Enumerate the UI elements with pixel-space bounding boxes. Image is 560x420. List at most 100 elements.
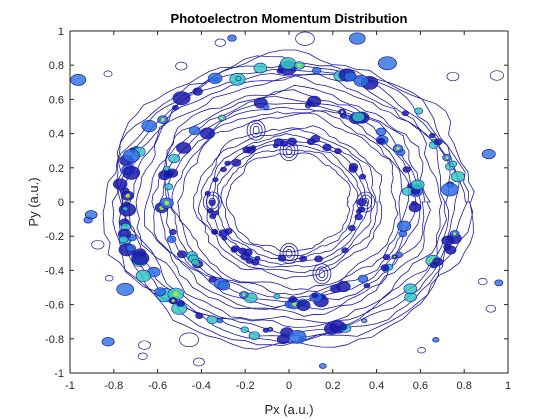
outer-contour: [103, 70, 113, 78]
outer-contour: [70, 74, 87, 86]
y-tick-label: 0: [58, 197, 64, 209]
x-tick-label: 0.6: [413, 380, 428, 392]
contour-line: [177, 112, 399, 291]
contour-blob: [397, 220, 412, 232]
y-tick-label: -1: [54, 368, 64, 380]
outer-contour: [295, 31, 315, 46]
contour-blob: [414, 107, 424, 115]
contour-blob: [195, 312, 204, 319]
outer-contour: [349, 32, 366, 45]
contour-blob: [206, 315, 218, 325]
contour-blob: [356, 198, 367, 206]
contour-blob: [311, 293, 319, 299]
contour-layer: [70, 31, 504, 369]
contour-blob: [347, 225, 356, 232]
contour-blob: [176, 250, 187, 259]
contour-blob: [314, 255, 323, 263]
contour-peak: [164, 200, 169, 206]
x-tick-label: 0.4: [369, 380, 384, 392]
contour-blob: [217, 280, 231, 291]
outer-contour: [417, 347, 426, 354]
contour-blob: [354, 213, 363, 221]
contour-blob: [411, 179, 425, 191]
contour-line: [102, 49, 475, 350]
outer-contour: [318, 363, 327, 369]
contour-blob: [279, 57, 296, 70]
contour-blob: [450, 171, 465, 183]
contour-line: [192, 125, 383, 280]
outer-contour: [485, 304, 497, 313]
inner-contour: [318, 269, 326, 279]
x-axis-label: Px (a.u.): [264, 402, 313, 417]
x-axis: -1 -0.8 -0.6 -0.4 -0.2 0 0.2 0.4 0.6 0.8 1: [65, 31, 511, 392]
contour-blob: [306, 138, 316, 145]
contour-blob: [336, 280, 351, 292]
x-tick-label: 0.2: [325, 380, 340, 392]
contour-peak: [453, 232, 457, 236]
contour-blob: [276, 68, 284, 74]
contour-blob: [343, 71, 357, 82]
contour-blob: [211, 229, 218, 235]
outer-contour: [101, 337, 115, 347]
contour-peak: [173, 291, 179, 297]
contour-blob: [348, 163, 359, 171]
contour-blob: [135, 269, 152, 282]
contour-blob: [288, 295, 298, 303]
contour-blob: [224, 160, 231, 166]
outer-contour: [193, 357, 205, 367]
contour-line: [220, 148, 359, 257]
outer-contour: [214, 38, 226, 47]
contour-blob: [118, 235, 129, 244]
y-tick-label: -0.4: [45, 265, 64, 277]
contour-blob: [176, 299, 186, 307]
contour-blob: [251, 258, 260, 266]
contour-blob: [363, 283, 371, 289]
inner-contour: [285, 248, 293, 258]
contour-blob: [122, 206, 129, 212]
y-tick-label: 0.4: [49, 129, 64, 141]
contour-blob: [428, 133, 436, 139]
contour-blob: [398, 230, 408, 238]
contour-blob: [253, 62, 268, 74]
contour-blob: [445, 245, 457, 255]
inner-contour: [282, 143, 296, 159]
contour-blob: [299, 255, 307, 262]
inner-contour: [208, 197, 216, 207]
inner-contour: [282, 245, 296, 261]
y-axis-label: Py (a.u.): [26, 177, 41, 226]
contour-blob: [312, 66, 322, 75]
contour-blob: [209, 213, 217, 219]
contour-blob: [123, 201, 130, 207]
contour-blob: [169, 229, 177, 236]
contour-line: [144, 84, 431, 317]
contour-blob: [353, 75, 369, 87]
x-tick-label: 1: [505, 380, 511, 392]
inner-contour: [362, 197, 370, 207]
inner-contour: [249, 122, 263, 138]
outer-contour: [116, 282, 135, 296]
inner-contour: [246, 119, 266, 141]
contour-blob: [242, 146, 252, 154]
inner-contour: [356, 191, 376, 213]
contour-blob: [375, 127, 387, 136]
contour-blob: [380, 264, 390, 272]
contour-blob: [238, 247, 247, 255]
contour-blob: [212, 177, 219, 183]
y-axis: 1 0.8 0.6 0.4 0.2 0 -0.2 -0.4 -0.6 -0.8 -1: [45, 26, 508, 380]
y-tick-label: -0.2: [45, 231, 64, 243]
contour-blob: [216, 318, 224, 324]
contour-peak: [220, 116, 224, 120]
outer-contour: [104, 275, 114, 282]
contour-blob: [126, 244, 137, 252]
inner-contour: [312, 263, 332, 285]
outer-contour: [175, 61, 188, 71]
contour-blob: [231, 158, 242, 167]
contour-blob: [322, 143, 332, 152]
contour-blob: [357, 274, 369, 283]
contour-blob: [410, 200, 417, 206]
contour-blob: [168, 153, 181, 164]
contour-blob: [296, 300, 311, 311]
outer-contour: [446, 71, 460, 82]
contour-blob: [240, 326, 249, 333]
contour-blob: [262, 104, 270, 110]
